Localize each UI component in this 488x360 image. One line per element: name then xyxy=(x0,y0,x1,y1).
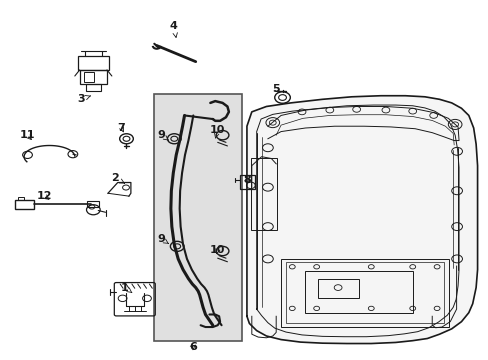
Text: 6: 6 xyxy=(189,342,197,352)
Bar xyxy=(80,70,107,84)
Text: 2: 2 xyxy=(111,173,124,183)
Text: 7: 7 xyxy=(118,123,125,133)
Bar xyxy=(18,197,24,200)
Bar xyxy=(251,158,276,230)
Text: 10: 10 xyxy=(209,245,225,255)
Text: 1: 1 xyxy=(121,283,132,293)
Bar xyxy=(281,259,448,327)
Text: 10: 10 xyxy=(209,125,225,138)
Text: 4: 4 xyxy=(169,21,177,37)
Text: 3: 3 xyxy=(77,94,90,104)
Text: 9: 9 xyxy=(157,234,168,244)
Bar xyxy=(83,72,94,82)
Bar xyxy=(15,200,34,209)
Text: 11: 11 xyxy=(20,130,35,140)
Bar xyxy=(86,84,101,91)
Text: 12: 12 xyxy=(37,191,52,201)
Bar xyxy=(317,279,358,298)
Bar xyxy=(154,94,242,341)
Bar xyxy=(305,271,412,313)
Polygon shape xyxy=(246,96,477,343)
Bar xyxy=(78,56,109,70)
Text: 9: 9 xyxy=(157,130,168,140)
Bar xyxy=(239,175,255,189)
Bar xyxy=(87,201,99,207)
Bar xyxy=(285,262,444,323)
Text: 8: 8 xyxy=(243,175,250,185)
Text: 5: 5 xyxy=(272,84,280,94)
